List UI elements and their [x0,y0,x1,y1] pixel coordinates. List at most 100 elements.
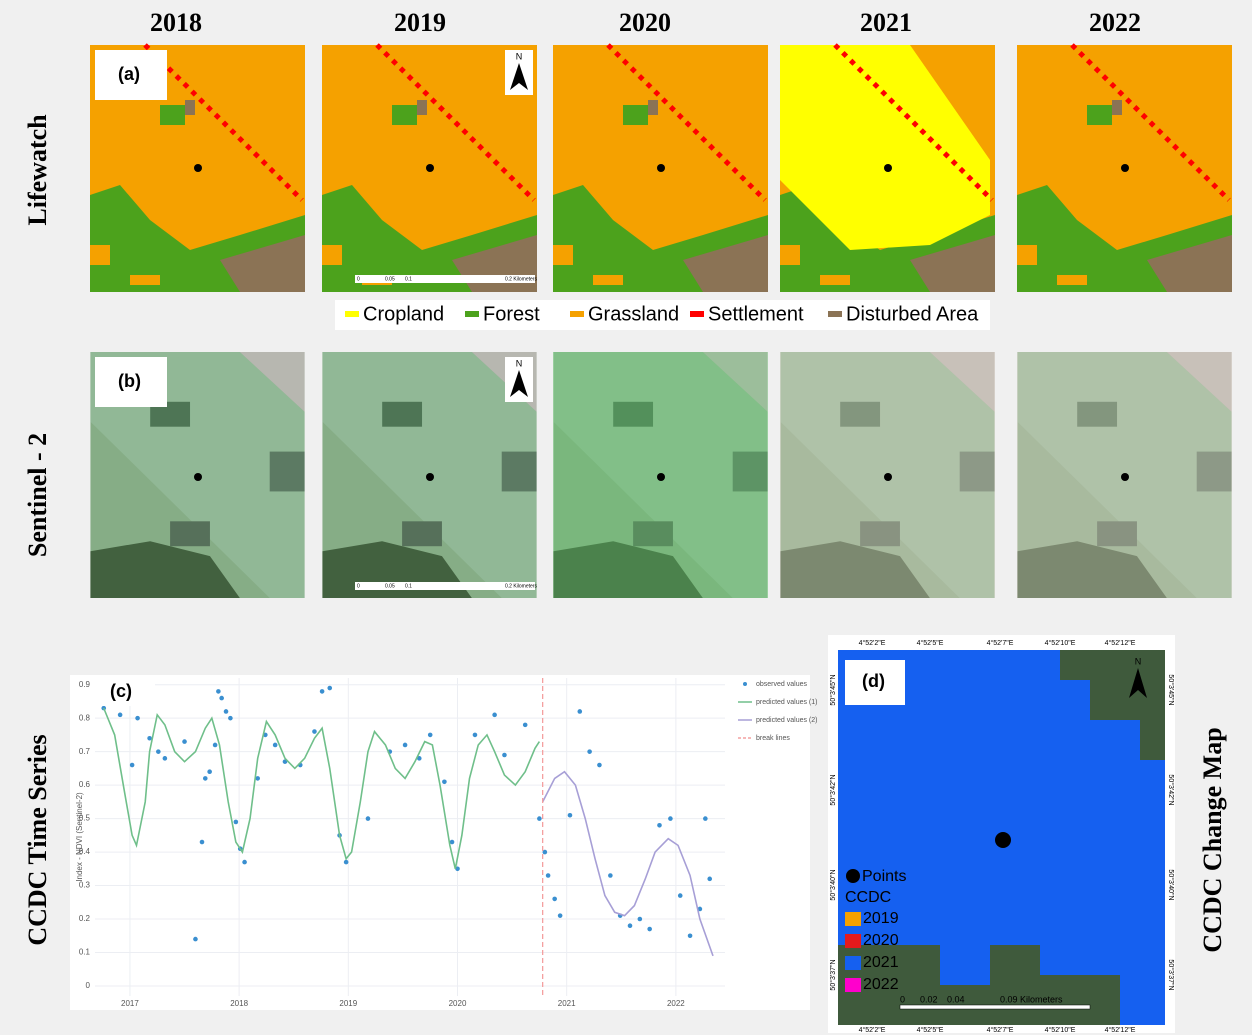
data-point [403,743,408,748]
scalebar-label: 0.09 Kilometers [1000,994,1063,1004]
y-tick-label: 0.2 [79,914,91,923]
year-label: 2021 [860,8,912,37]
y-axis-label: Index - NDVI (Sentinel-2) [75,792,84,882]
y-tick-label: 0 [86,981,91,990]
legend-label: 2021 [863,954,899,971]
data-point [156,749,161,754]
lat-label: 50°3'37"N [1167,959,1175,990]
legend-label: Settlement [708,303,804,325]
legend-swatch [845,934,861,948]
data-point [442,779,447,784]
data-point [182,739,187,744]
data-point [450,840,455,845]
legend-title: CCDC [845,889,891,906]
data-point [597,763,602,768]
row-label: CCDC Change Map [1198,727,1227,952]
data-point [558,913,563,918]
lat-label: 50°3'45"N [829,674,837,705]
data-point [608,873,613,878]
legend-swatch [465,311,479,317]
legend-label: 2019 [863,910,899,927]
data-point [678,893,683,898]
data-point [537,816,542,821]
data-point [203,776,208,781]
data-point [428,733,433,738]
data-point [568,813,573,818]
legend-label: 2020 [863,932,899,949]
figure: 2018 2019 2020 2021 2022 Lifewatch Senti… [0,0,1252,1035]
legend-swatch [570,311,584,317]
y-tick-label: 0.9 [79,680,91,689]
legend-label: break lines [756,735,790,742]
scalebar-label: 0 [900,994,905,1004]
year-label: 2019 [394,8,446,37]
sample-point [426,164,434,172]
x-tick-label: 2017 [121,999,139,1008]
legend-label: 2022 [863,976,899,993]
sample-point [995,832,1011,848]
scalebar-label: 0.1 [405,276,412,282]
lon-label: 4°52'5"E [917,1026,944,1034]
y-tick-label: 0.6 [79,780,91,789]
data-point [668,816,673,821]
scalebar [900,1005,1090,1009]
sample-point [1121,164,1129,172]
year-label: 2022 [1089,8,1141,37]
x-tick-label: 2022 [667,999,685,1008]
data-point [320,689,325,694]
lon-label: 4°52'12"E [1105,639,1136,647]
data-point [546,873,551,878]
lat-label: 50°3'45"N [1167,674,1175,705]
row-label: Sentinel - 2 [23,433,52,557]
legend-marker [743,682,747,686]
lon-label: 4°52'2"E [859,639,886,647]
lat-label: 50°3'40"N [1167,869,1175,900]
data-point [219,696,224,701]
legend-label: Grassland [588,303,679,325]
sample-point [1121,473,1129,481]
lon-label: 4°52'10"E [1045,1026,1076,1034]
legend-label: observed values [756,681,807,688]
scalebar-label: 0.2 Kilometers [505,583,537,589]
panel-label: (c) [110,681,132,701]
lat-label: 50°3'40"N [829,869,837,900]
x-tick-label: 2018 [230,999,248,1008]
legend-swatch [845,912,861,926]
year-label: 2020 [619,8,671,37]
data-point [242,860,247,865]
x-tick-label: 2019 [339,999,357,1008]
change-map: (d)N4°52'2"E4°52'2"E4°52'5"E4°52'5"E4°52… [828,635,1175,1034]
sample-point [194,164,202,172]
legend-label: predicted values (2) [756,717,817,724]
chart-background [70,675,810,1010]
data-point [492,713,497,718]
panel-label: (a) [118,64,140,84]
y-tick-label: 0.7 [79,747,91,756]
lon-label: 4°52'10"E [1045,639,1076,647]
data-point [638,917,643,922]
data-point [163,756,168,761]
data-point [657,823,662,828]
scalebar-label: 0.05 [385,276,395,282]
data-point [577,709,582,714]
legend-label: Cropland [363,303,444,325]
data-point [228,716,233,721]
data-point [344,860,349,865]
sample-point [884,473,892,481]
lat-label: 50°3'42"N [829,774,837,805]
scalebar-label: 0.02 [920,994,938,1004]
year-label: 2018 [150,8,202,37]
lat-label: 50°3'37"N [829,959,837,990]
y-tick-label: 0.8 [79,713,91,722]
data-point [207,769,212,774]
data-point [312,729,317,734]
x-tick-label: 2021 [558,999,576,1008]
data-point [213,743,218,748]
data-point [587,749,592,754]
x-tick-label: 2020 [449,999,467,1008]
row-label: Lifewatch [23,114,52,226]
data-point [327,686,332,691]
sample-point [194,473,202,481]
data-point [200,840,205,845]
